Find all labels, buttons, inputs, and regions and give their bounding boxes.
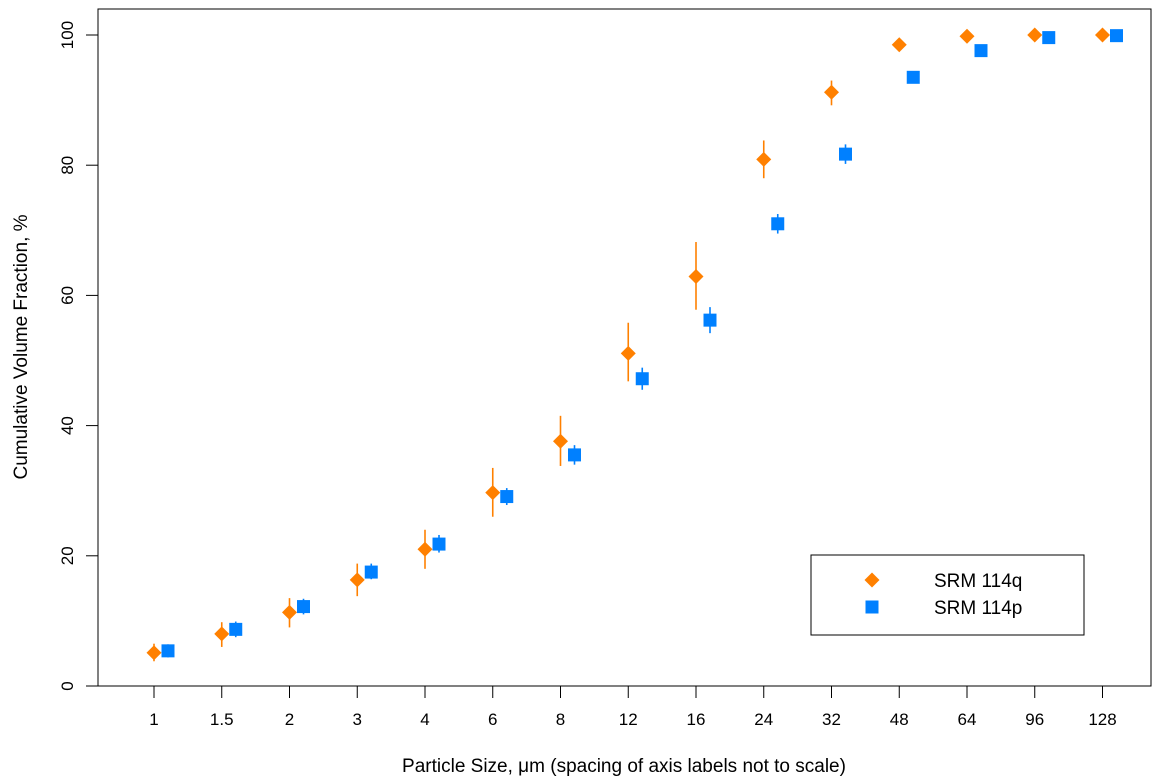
data-point [282, 604, 297, 620]
data-point [500, 490, 514, 504]
data-point [891, 37, 907, 53]
data-point [1110, 29, 1123, 43]
x-tick-label: 96 [1025, 710, 1044, 729]
series-2 [161, 29, 1123, 658]
y-tick-label: 100 [58, 21, 77, 49]
data-point [568, 448, 581, 462]
data-point [417, 541, 433, 557]
data-point [839, 147, 852, 161]
data-point [974, 44, 988, 58]
data-point [349, 572, 365, 588]
data-point [703, 313, 717, 327]
x-tick-label: 128 [1088, 710, 1116, 729]
x-tick-label: 6 [488, 710, 497, 729]
y-tick-label: 80 [58, 156, 77, 175]
data-point [161, 644, 175, 658]
legend-box [810, 554, 1085, 636]
y-tick-label: 0 [58, 681, 77, 690]
x-tick-label: 1 [149, 710, 158, 729]
x-tick-label: 64 [958, 710, 977, 729]
data-point [1027, 27, 1043, 43]
legend-label: SRM 114p [934, 598, 1022, 619]
x-tick-label: 48 [890, 710, 909, 729]
data-point [620, 345, 636, 361]
y-tick-label: 40 [58, 416, 77, 435]
data-point [1042, 31, 1056, 45]
series-1 [146, 27, 1110, 662]
data-point [214, 626, 230, 642]
data-point [635, 372, 649, 386]
x-tick-label: 24 [754, 710, 773, 729]
plot-frame [97, 8, 1152, 687]
x-axis: 1 1.5 2 3 4 6 8 12 16 24 32 48 64 96 128 [149, 686, 1117, 729]
data-point [756, 151, 772, 167]
data-point [432, 537, 446, 551]
y-tick-label: 20 [58, 546, 77, 565]
data-point [688, 269, 704, 285]
x-tick-label: 2 [285, 710, 294, 729]
data-point [146, 645, 162, 661]
data-point [824, 84, 839, 100]
data-point [959, 28, 975, 44]
data-point [485, 485, 501, 501]
y-axis: 0 20 40 60 80 100 [58, 21, 98, 691]
legend-items: SRM 114q SRM 114p [864, 571, 1022, 619]
x-tick-label: 1.5 [210, 710, 234, 729]
legend-marker [864, 572, 880, 588]
data-point [906, 70, 920, 84]
data-point [229, 622, 243, 636]
x-tick-label: 3 [353, 710, 362, 729]
x-tick-label: 8 [556, 710, 565, 729]
x-tick-label: 12 [619, 710, 638, 729]
legend-marker [865, 600, 879, 614]
data-point [553, 433, 568, 449]
data-point [364, 565, 378, 579]
series-layer [146, 27, 1123, 662]
x-tick-label: 16 [687, 710, 706, 729]
x-tick-label: 4 [420, 710, 429, 729]
legend: SRM 114q SRM 114p [810, 554, 1085, 636]
y-axis-title: Cumulative Volume Fraction, % [11, 214, 32, 479]
data-point [771, 217, 785, 231]
x-axis-title: Particle Size, μm (spacing of axis label… [402, 756, 846, 777]
data-point [297, 600, 310, 614]
data-point [1095, 27, 1110, 43]
y-tick-label: 60 [58, 286, 77, 305]
legend-label: SRM 114q [934, 571, 1022, 592]
x-tick-label: 32 [822, 710, 841, 729]
